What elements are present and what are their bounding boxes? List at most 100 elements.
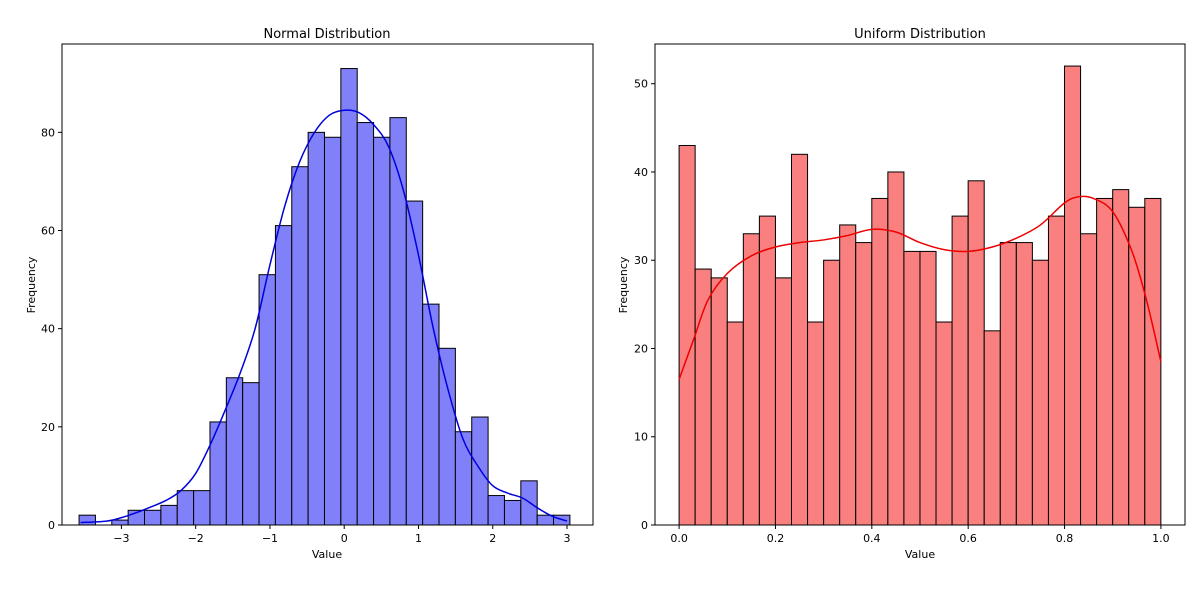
histogram-bar-normal <box>471 416 489 526</box>
histogram-bar-uniform <box>999 242 1017 526</box>
histogram-bar-uniform <box>710 277 728 526</box>
kde-curve-normal <box>80 109 568 524</box>
histogram-bar-normal <box>209 421 227 526</box>
histogram-bar-uniform <box>967 180 985 526</box>
histogram-bar-uniform <box>1015 242 1033 526</box>
histogram-bar-uniform <box>1031 259 1049 526</box>
plot-frame-uniform <box>654 43 1186 526</box>
y-axis-ticks-uniform: 0 10 20 30 40 50 <box>634 78 655 532</box>
histogram-bar-uniform <box>1080 233 1098 526</box>
histogram-bar-normal <box>111 519 129 526</box>
histogram-bar-uniform <box>678 145 696 526</box>
histogram-bar-uniform <box>871 197 889 526</box>
y-axis-ticks-normal: 0 20 40 60 80 <box>41 126 62 532</box>
histogram-bar-uniform <box>1128 206 1146 526</box>
histogram-bar-normal <box>373 136 391 526</box>
histogram-bar-normal <box>144 509 162 526</box>
y-tick-label-normal: 20 <box>41 421 55 434</box>
histogram-bar-normal <box>291 166 309 526</box>
y-tick-label-uniform: 30 <box>634 254 648 267</box>
histogram-bar-uniform <box>791 153 809 526</box>
chart-title-uniform: Uniform Distribution <box>854 27 986 42</box>
chart-title-normal: Normal Distribution <box>263 27 390 42</box>
histogram-bar-uniform <box>935 321 953 526</box>
x-tick-label-uniform: 0.6 <box>959 532 977 545</box>
histogram-bar-normal <box>176 490 195 526</box>
x-tick-label-normal: 2 <box>489 532 496 545</box>
x-tick-label-normal: −3 <box>113 532 129 545</box>
plot-frame-normal <box>61 43 594 526</box>
histogram-bar-uniform <box>919 250 937 526</box>
y-tick-label-normal: 0 <box>48 519 55 532</box>
histogram-bar-uniform <box>887 171 905 526</box>
histogram-bar-uniform <box>855 242 873 526</box>
kde-curve-uniform <box>678 195 1162 380</box>
x-tick-label-uniform: 0.4 <box>863 532 881 545</box>
histogram-bar-uniform <box>774 277 793 526</box>
uniform-distribution-panel: Uniform Distribution Value Frequency 0.0… <box>617 27 1186 561</box>
histogram-bars-normal <box>78 68 571 526</box>
histogram-bar-uniform <box>694 268 712 526</box>
y-tick-label-uniform: 0 <box>641 519 648 532</box>
histogram-bar-uniform <box>758 215 776 526</box>
histogram-bar-normal <box>78 514 96 526</box>
y-tick-label-normal: 80 <box>41 126 55 139</box>
histogram-bar-normal <box>160 504 178 526</box>
histogram-bars-uniform <box>678 65 1162 526</box>
histogram-bar-uniform <box>903 250 921 526</box>
histogram-bar-normal <box>438 347 456 526</box>
histogram-bar-normal <box>405 200 424 526</box>
histogram-bar-normal <box>487 495 505 526</box>
x-tick-label-normal: −2 <box>188 532 204 545</box>
histogram-bar-uniform <box>1112 189 1130 526</box>
x-tick-label-uniform: 0.0 <box>670 532 688 545</box>
histogram-bar-uniform <box>1047 215 1066 526</box>
histogram-bar-normal <box>422 303 440 526</box>
x-tick-label-uniform: 0.2 <box>767 532 785 545</box>
histogram-bar-uniform <box>1064 65 1082 526</box>
y-tick-label-normal: 60 <box>41 225 55 238</box>
x-axis-label-uniform: Value <box>905 548 935 561</box>
x-tick-label-normal: 0 <box>341 532 348 545</box>
y-tick-label-normal: 40 <box>41 323 55 336</box>
histogram-bar-normal <box>274 225 293 526</box>
histogram-bar-normal <box>323 136 342 526</box>
kde-line-normal <box>80 109 568 524</box>
histogram-bar-uniform <box>823 259 841 526</box>
normal-distribution-panel: Normal Distribution Value Frequency −3 −2… <box>25 27 594 561</box>
histogram-bar-normal <box>193 490 211 526</box>
y-tick-label-uniform: 40 <box>634 166 648 179</box>
y-axis-label-normal: Frequency <box>25 256 38 313</box>
x-tick-label-uniform: 1.0 <box>1152 532 1170 545</box>
kde-line-uniform <box>678 195 1162 380</box>
histogram-bar-normal <box>503 499 522 526</box>
histogram-bar-normal <box>242 382 260 526</box>
x-tick-label-normal: −1 <box>262 532 278 545</box>
histogram-bar-normal <box>536 514 555 526</box>
x-axis-ticks-normal: −3 −2 −1 0 1 2 3 <box>113 525 571 545</box>
y-tick-label-uniform: 10 <box>634 431 648 444</box>
histogram-bar-uniform <box>726 321 744 526</box>
histogram-bar-normal <box>356 122 375 526</box>
histogram-bar-normal <box>389 117 407 526</box>
histogram-bar-normal <box>307 131 325 526</box>
histogram-bar-uniform <box>1144 197 1162 526</box>
histogram-bar-uniform <box>983 330 1001 526</box>
histogram-bar-normal <box>340 68 358 526</box>
histogram-bar-normal <box>454 431 473 526</box>
histogram-bar-uniform <box>951 215 969 526</box>
y-tick-label-uniform: 20 <box>634 342 648 355</box>
histogram-bar-uniform <box>807 321 825 526</box>
histogram-bar-normal <box>258 274 276 526</box>
x-tick-label-uniform: 0.8 <box>1056 532 1074 545</box>
histogram-bar-uniform <box>839 224 857 526</box>
y-axis-label-uniform: Frequency <box>617 256 630 313</box>
x-tick-label-normal: 3 <box>564 532 571 545</box>
x-tick-label-normal: 1 <box>415 532 422 545</box>
x-axis-label-normal: Value <box>312 548 342 561</box>
y-tick-label-uniform: 50 <box>634 78 648 91</box>
histogram-bar-uniform <box>1096 197 1114 526</box>
x-axis-ticks-uniform: 0.0 0.2 0.4 0.6 0.8 1.0 <box>670 525 1170 545</box>
histogram-bar-uniform <box>742 233 760 526</box>
